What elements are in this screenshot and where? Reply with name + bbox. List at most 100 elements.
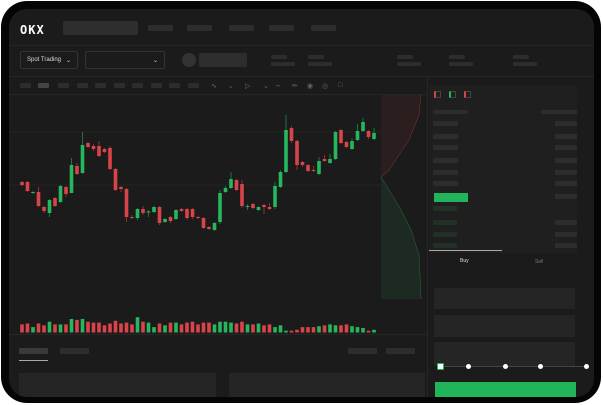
candle-body <box>201 218 206 228</box>
ruler-icon[interactable]: ✏ <box>292 83 298 90</box>
ask-amount <box>555 145 577 150</box>
tab-order-history[interactable] <box>60 348 89 354</box>
volume-bar <box>317 326 321 333</box>
okx-logo[interactable]: OKX <box>20 23 45 37</box>
timeframe-button[interactable] <box>58 83 69 88</box>
tab-sell[interactable]: Sell <box>535 259 544 265</box>
toolbar-divider <box>9 94 427 95</box>
candle-body <box>278 172 283 187</box>
depth-ask-line <box>380 95 422 178</box>
bid-amount <box>555 232 577 237</box>
candle-body <box>75 166 79 174</box>
nav-item[interactable] <box>187 25 212 31</box>
price-input[interactable] <box>434 288 575 309</box>
orderbook-sell-icon[interactable] <box>464 91 471 98</box>
volume-bar <box>328 324 332 333</box>
candle-body <box>311 170 316 171</box>
tab-buy[interactable]: Buy <box>460 258 469 264</box>
volume-bar <box>366 330 371 333</box>
volume-bar <box>179 324 184 333</box>
slider-step-50[interactable] <box>503 364 508 369</box>
orderbook-both-icon[interactable] <box>434 91 441 98</box>
volume-bar <box>273 327 277 333</box>
timeframe-button[interactable] <box>114 83 125 88</box>
pair-selector[interactable]: ⌄ <box>85 51 165 69</box>
candle-body <box>289 128 294 141</box>
candle-body <box>141 209 145 213</box>
stat-label <box>513 55 529 59</box>
candle-body <box>240 184 244 206</box>
timeframe-button[interactable] <box>95 83 106 88</box>
candle-body <box>328 159 332 163</box>
slider-step-75[interactable] <box>538 364 543 369</box>
candlestick-chart[interactable] <box>9 95 429 335</box>
timeframe-button[interactable] <box>188 83 199 88</box>
timeframe-button[interactable] <box>38 83 49 88</box>
candle-body <box>36 192 41 206</box>
bid-price <box>433 243 457 248</box>
volume-bar <box>31 327 35 333</box>
filter-button[interactable] <box>348 348 377 354</box>
total-input[interactable] <box>434 342 575 366</box>
nav-item[interactable] <box>311 25 336 31</box>
ask-amount <box>555 194 577 199</box>
market-selector[interactable]: Spot Trading ⌄ <box>20 51 78 69</box>
candle-body <box>333 132 338 159</box>
volume-bar <box>355 327 360 333</box>
active-tab-indicator <box>19 360 48 361</box>
nav-item[interactable] <box>229 25 254 31</box>
candle-body <box>91 146 96 149</box>
panel-divider <box>427 77 428 397</box>
volume-bar <box>86 321 90 333</box>
chevron-down-icon[interactable]: ⌄ <box>228 83 234 90</box>
timeframe-button[interactable] <box>20 83 31 88</box>
timeframe-button[interactable] <box>132 83 143 88</box>
camera-icon[interactable]: ◉ <box>307 83 314 90</box>
timeframe-button[interactable] <box>151 83 162 88</box>
drawing-icon[interactable]: ▷ <box>245 83 251 90</box>
candle-body <box>20 182 24 185</box>
candle-body <box>130 217 134 218</box>
bid-price <box>433 206 457 211</box>
candle-body <box>113 169 118 190</box>
bid-price <box>433 232 457 237</box>
candle-body <box>366 131 371 137</box>
indicator-icon[interactable]: ∿ <box>211 83 217 90</box>
buy-button[interactable] <box>435 382 576 397</box>
volume-bar <box>119 323 123 333</box>
nav-search-placeholder[interactable] <box>63 21 138 35</box>
settings-icon[interactable]: ◎ <box>322 83 329 90</box>
line-icon[interactable]: ∼ <box>275 83 281 90</box>
timeframe-button[interactable] <box>169 83 180 88</box>
slider-step-100[interactable] <box>584 364 589 369</box>
volume-bar <box>80 319 85 333</box>
amount-slider[interactable] <box>437 363 589 370</box>
candle-body <box>42 207 46 211</box>
app-screen: OKX Spot Trading ⌄ ⌄ ∿ ⌄ ▷ ⌄ ∼ ✏ ◉ ◎ □ <box>9 9 594 397</box>
slider-handle[interactable] <box>437 363 444 370</box>
volume-bar <box>108 323 112 333</box>
volume-bar <box>146 322 151 333</box>
tab-open-orders[interactable] <box>19 348 48 354</box>
volume-bar <box>278 325 283 333</box>
candle-body <box>97 146 101 156</box>
nav-item[interactable] <box>148 25 173 31</box>
candle-body <box>262 205 266 207</box>
slider-step-25[interactable] <box>466 364 471 369</box>
fullscreen-icon[interactable]: □ <box>338 82 343 89</box>
filter-button[interactable] <box>386 348 415 354</box>
timeframe-button[interactable] <box>77 83 88 88</box>
chevron-down-icon[interactable]: ⌄ <box>263 83 269 90</box>
orderbook-buy-icon[interactable] <box>449 91 456 98</box>
bid-price <box>433 220 457 225</box>
candle-body <box>207 227 211 229</box>
orderbook-header-price <box>433 110 468 114</box>
ask-amount <box>555 134 577 139</box>
nav-item[interactable] <box>269 25 294 31</box>
volume-bar <box>262 325 266 333</box>
candle-body <box>350 141 354 149</box>
volume-bar <box>58 324 63 333</box>
candle-body <box>174 210 178 219</box>
amount-input[interactable] <box>434 315 575 337</box>
volume-bar <box>212 324 217 333</box>
